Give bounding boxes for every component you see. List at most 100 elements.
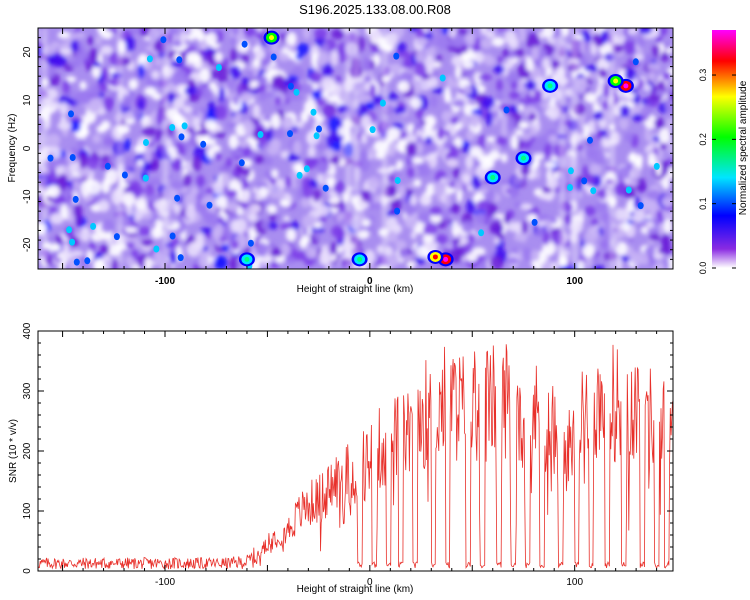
spectrogram-blob bbox=[479, 38, 493, 49]
spectrogram-blob bbox=[582, 243, 595, 258]
spectrogram-speck bbox=[241, 40, 248, 48]
spectrogram-speck bbox=[178, 133, 185, 141]
spectrogram-blob bbox=[637, 78, 645, 90]
spectrogram-blob bbox=[539, 48, 547, 57]
spectrogram-blob bbox=[403, 58, 411, 68]
spectrogram-blob bbox=[592, 150, 606, 165]
spectrogram-blob bbox=[52, 146, 61, 161]
spectrogram-blob bbox=[184, 193, 197, 209]
colorbar-label: Normalized spectral amplitude bbox=[738, 80, 749, 215]
spectrogram-speck bbox=[313, 132, 320, 140]
spectrogram-blob bbox=[261, 91, 275, 98]
hotspot-core bbox=[269, 35, 275, 41]
spectrogram-blob bbox=[360, 114, 372, 129]
spectrogram-speck bbox=[316, 125, 322, 133]
spectrogram-blob bbox=[302, 185, 314, 199]
spectrogram-speck bbox=[247, 239, 254, 247]
spectrogram-blob bbox=[452, 99, 465, 108]
spectrogram-blob bbox=[255, 191, 262, 202]
spectrogram-blob bbox=[60, 204, 69, 218]
spectrogram-blob bbox=[79, 81, 87, 90]
spectrogram-blob bbox=[279, 199, 290, 207]
spectrogram-blob bbox=[49, 207, 57, 214]
spectrogram-blob bbox=[612, 33, 625, 45]
spectrogram-blob bbox=[660, 51, 669, 62]
spectrogram-blob bbox=[241, 77, 250, 86]
spectrogram-blob bbox=[279, 223, 292, 230]
spectrogram-blob bbox=[426, 63, 434, 76]
hotspot-core bbox=[244, 256, 250, 262]
spectrogram-blob bbox=[669, 92, 673, 101]
spectrogram-blob bbox=[396, 140, 406, 151]
spectrogram-blob bbox=[584, 64, 598, 72]
spectrogram-speck bbox=[394, 207, 401, 215]
spectrogram-blob bbox=[415, 28, 425, 40]
spectrogram-blob bbox=[247, 70, 254, 78]
spectrogram-blob bbox=[255, 242, 269, 257]
spectrogram-blob bbox=[520, 132, 532, 141]
spectrogram-blob bbox=[505, 256, 520, 266]
spectrogram-blob bbox=[585, 146, 595, 160]
spectrogram-blob bbox=[415, 107, 424, 120]
spectrogram-speck bbox=[143, 139, 149, 146]
spectrogram-blob bbox=[649, 205, 657, 219]
spectrogram-blob bbox=[328, 116, 340, 132]
spectrogram-speck bbox=[567, 184, 573, 191]
spectrogram-blob bbox=[413, 121, 423, 131]
spectrogram-blob bbox=[86, 155, 99, 170]
spectrogram-blob bbox=[548, 134, 558, 143]
snr-y-tick-label: 300 bbox=[22, 382, 33, 399]
spectrogram-blob bbox=[663, 219, 673, 234]
spectrogram-blob bbox=[647, 189, 661, 201]
spectrogram-hotspots bbox=[238, 30, 634, 267]
spectrogram-blob bbox=[499, 179, 514, 186]
spectrogram-speck bbox=[303, 165, 310, 173]
spectrogram-blob bbox=[360, 190, 371, 204]
spectrogram-blob bbox=[544, 161, 558, 169]
spectrogram-blob bbox=[234, 111, 242, 123]
spectrogram-blob bbox=[284, 256, 296, 264]
spectrogram-blob bbox=[586, 226, 600, 242]
colorbar-tick-label: 0.3 bbox=[698, 69, 708, 82]
spectrogram-blob bbox=[227, 122, 237, 129]
spectrogram-blob bbox=[428, 153, 438, 169]
spectrogram-blob bbox=[173, 40, 182, 48]
spectrogram-blob bbox=[503, 212, 510, 225]
spectrogram-blob bbox=[313, 230, 321, 241]
spectrogram-speck bbox=[153, 245, 160, 253]
spectrogram-blob bbox=[103, 97, 113, 112]
spectrogram-blob bbox=[616, 255, 623, 269]
spectrogram-blob bbox=[579, 39, 586, 54]
snr-panel: -100 0 100 0 100 200 300 400 Height of straigh… bbox=[8, 322, 674, 595]
spectrogram-speck bbox=[632, 58, 639, 66]
spectrogram-blob bbox=[198, 254, 209, 269]
spectrogram-blob bbox=[593, 32, 601, 46]
spectrogram-blob bbox=[214, 255, 228, 269]
spectrogram-blob bbox=[491, 36, 505, 47]
spectrogram-blob bbox=[495, 135, 507, 146]
spectrogram-blob bbox=[588, 120, 596, 129]
spectrogram-blob bbox=[265, 129, 274, 142]
spectrogram-blob bbox=[296, 43, 310, 55]
spectrogram-x-tick-label: 0 bbox=[367, 276, 373, 287]
spectrogram-blob bbox=[502, 48, 509, 59]
spectrogram-blob bbox=[415, 257, 426, 265]
spectrogram-blob bbox=[192, 116, 201, 129]
spectrogram-blob bbox=[415, 49, 425, 65]
spectrogram-blob bbox=[501, 113, 508, 129]
spectrogram-blob bbox=[128, 78, 139, 90]
spectrogram-blob bbox=[57, 121, 72, 131]
spectrogram-blob bbox=[624, 132, 634, 143]
spectrogram-y-axis-label: Frequency (Hz) bbox=[7, 114, 18, 183]
spectrogram-vertical-streak bbox=[345, 28, 352, 269]
spectrogram-blob bbox=[254, 49, 265, 60]
spectrogram-blob bbox=[662, 72, 672, 81]
spectrogram-blob bbox=[488, 150, 501, 161]
spectrogram-blob bbox=[142, 126, 156, 138]
spectrogram-blob bbox=[54, 234, 64, 245]
spectrogram-blob bbox=[524, 80, 537, 90]
snr-x-tick-label: 0 bbox=[367, 577, 373, 588]
spectrogram-blob bbox=[620, 104, 631, 117]
spectrogram-blob bbox=[521, 247, 532, 261]
spectrogram-blob bbox=[404, 213, 418, 229]
